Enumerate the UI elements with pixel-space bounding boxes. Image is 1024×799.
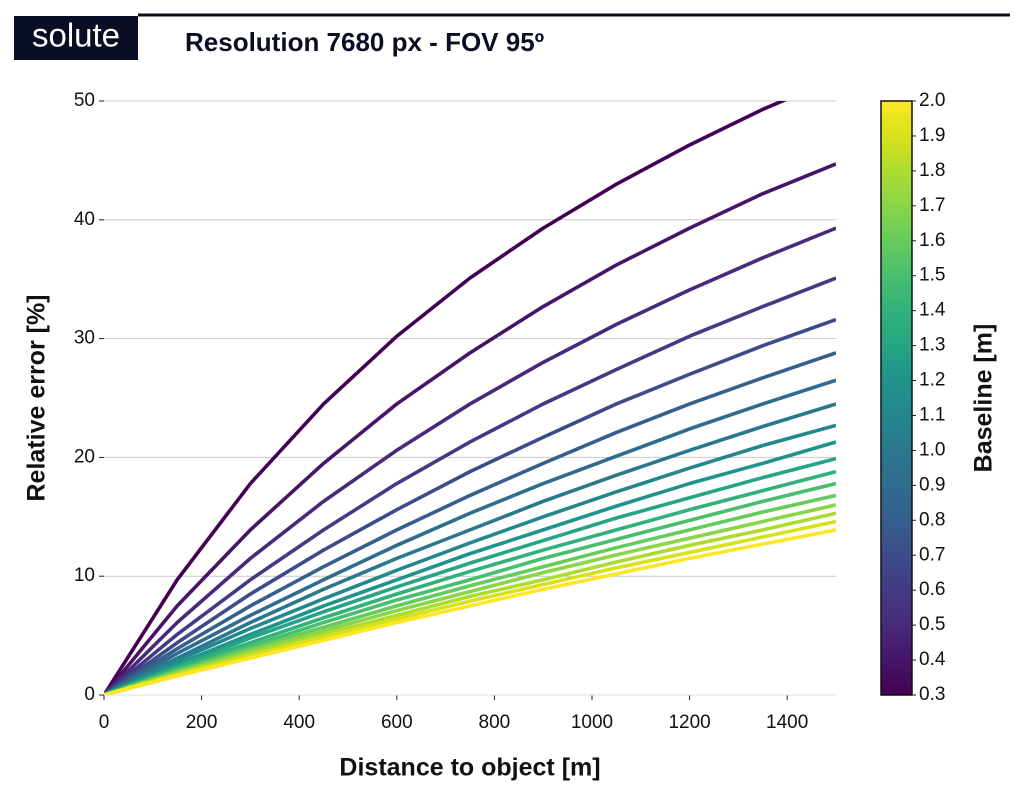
data-line bbox=[104, 440, 836, 695]
x-tick-label: 200 bbox=[186, 712, 218, 733]
x-tick-label: 1400 bbox=[766, 712, 808, 733]
colorbar-label: Baseline [m] bbox=[970, 324, 998, 473]
y-tick-label: 40 bbox=[74, 209, 95, 230]
colorbar-tick-label: 0.7 bbox=[919, 544, 945, 565]
colorbar-tick-label: 1.7 bbox=[919, 195, 945, 216]
data-line bbox=[104, 162, 836, 695]
data-line bbox=[104, 317, 836, 695]
data-line bbox=[104, 481, 836, 695]
data-line bbox=[104, 511, 836, 695]
colorbar-tick-label: 1.2 bbox=[919, 370, 945, 391]
data-line bbox=[104, 276, 836, 695]
data-line bbox=[104, 378, 836, 695]
x-tick-label: 400 bbox=[283, 712, 315, 733]
x-tick-label: 1200 bbox=[668, 712, 710, 733]
data-line bbox=[104, 493, 836, 695]
y-tick-label: 50 bbox=[74, 90, 95, 111]
colorbar-tick-label: 1.4 bbox=[919, 300, 946, 321]
data-line bbox=[104, 528, 836, 695]
y-tick-label: 10 bbox=[74, 565, 95, 586]
data-line bbox=[104, 351, 836, 695]
data-line bbox=[104, 503, 836, 695]
colorbar-tick-label: 1.3 bbox=[919, 335, 945, 356]
data-line bbox=[104, 101, 788, 695]
data-line bbox=[104, 226, 836, 695]
colorbar-tick-label: 1.8 bbox=[919, 160, 945, 181]
data-line bbox=[104, 469, 836, 695]
x-tick-label: 800 bbox=[479, 712, 511, 733]
chart-title: Resolution 7680 px - FOV 95º bbox=[185, 27, 545, 57]
colorbar-tick-label: 0.9 bbox=[919, 474, 945, 495]
colorbar-tick-label: 0.8 bbox=[919, 509, 945, 530]
colorbar-tick-label: 0.4 bbox=[919, 649, 946, 670]
x-tick-label: 0 bbox=[99, 712, 110, 733]
y-tick-label: 20 bbox=[74, 446, 95, 467]
colorbar-tick-label: 1.0 bbox=[919, 439, 945, 460]
data-line bbox=[104, 402, 836, 695]
y-tick-label: 30 bbox=[74, 328, 95, 349]
colorbar bbox=[880, 100, 913, 696]
y-axis-label: Relative error [%] bbox=[23, 294, 51, 501]
data-line bbox=[104, 519, 836, 695]
colorbar-tick-label: 0.3 bbox=[919, 684, 945, 705]
x-tick-label: 600 bbox=[381, 712, 413, 733]
colorbar-tick-label: 1.6 bbox=[919, 230, 945, 251]
colorbar-tick-label: 1.1 bbox=[919, 404, 945, 425]
data-line bbox=[104, 456, 836, 695]
y-tick-label: 0 bbox=[84, 684, 95, 705]
colorbar-tick-label: 1.9 bbox=[919, 125, 945, 146]
x-tick-label: 1000 bbox=[571, 712, 613, 733]
colorbar-tick-label: 1.5 bbox=[919, 265, 945, 286]
logo: solute bbox=[32, 17, 120, 54]
colorbar-tick-label: 0.5 bbox=[919, 614, 945, 635]
data-line bbox=[104, 423, 836, 695]
colorbar-tick-label: 0.6 bbox=[919, 579, 945, 600]
plot-lines bbox=[104, 101, 836, 695]
colorbar-tick-label: 2.0 bbox=[919, 90, 945, 111]
x-axis-label: Distance to object [m] bbox=[339, 754, 600, 782]
logo-box bbox=[14, 16, 138, 60]
